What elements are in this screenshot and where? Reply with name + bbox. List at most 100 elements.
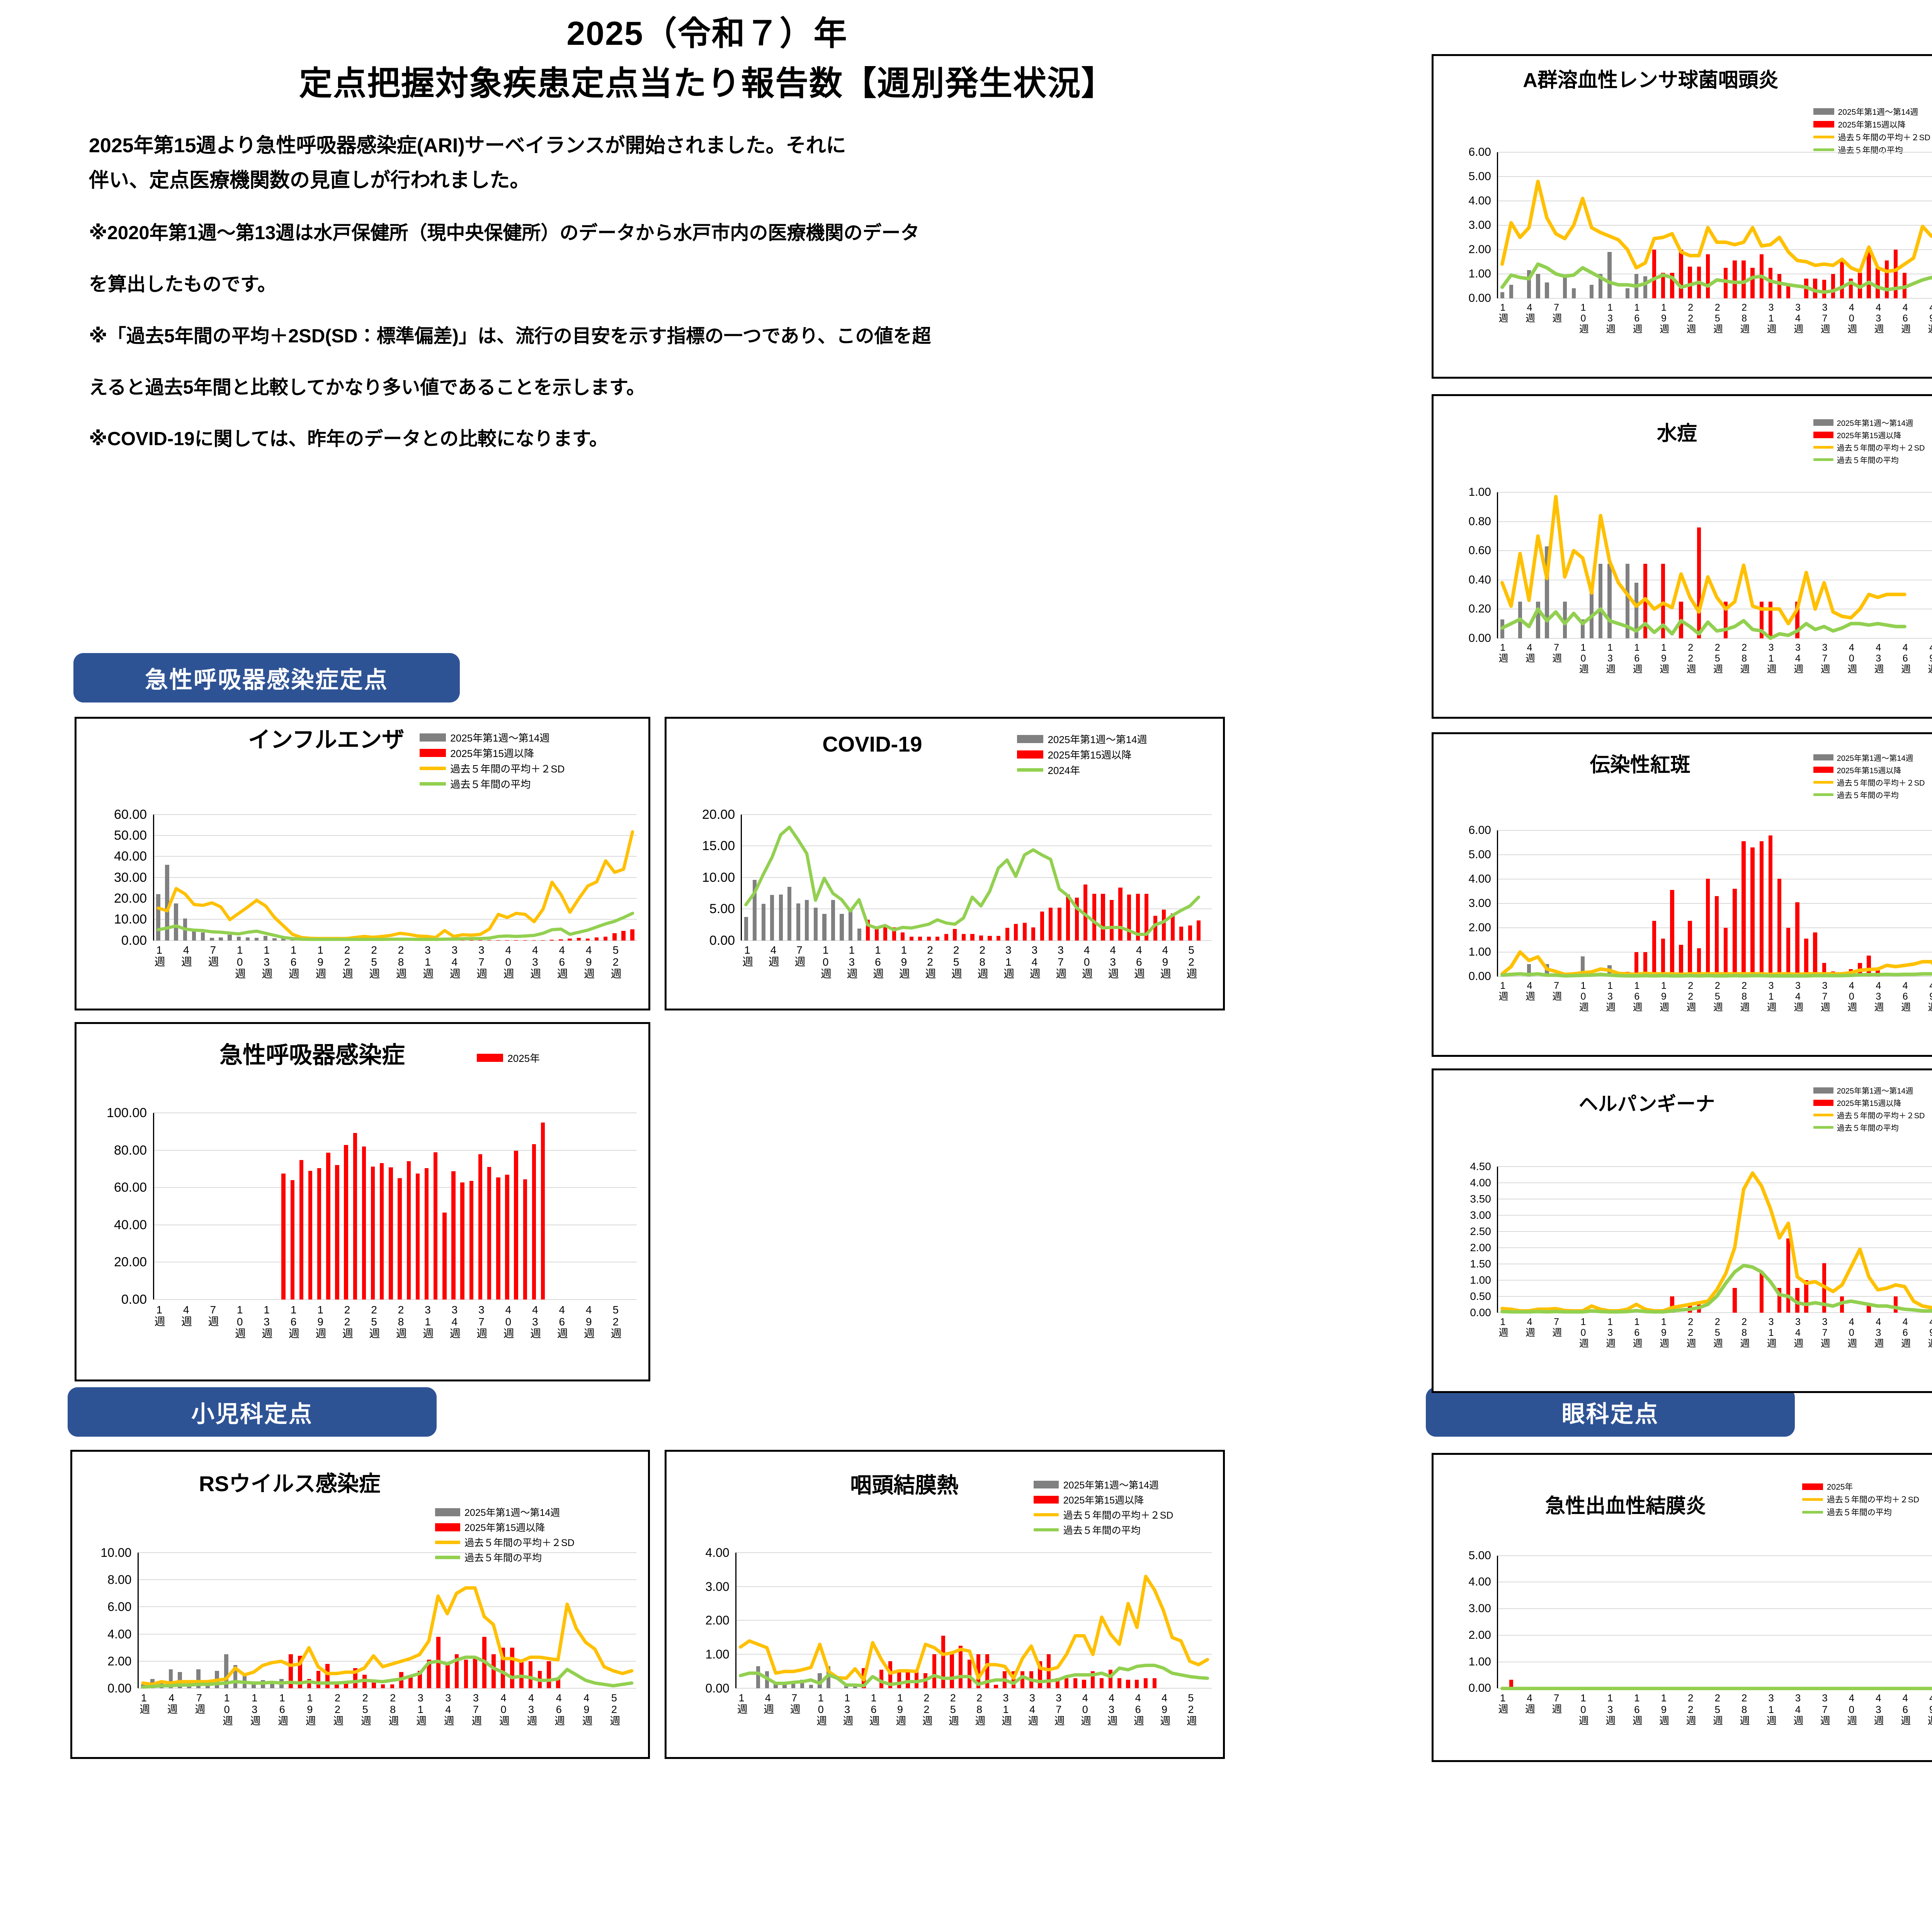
chart-card-pharyngoconjunctival-fever: 咽頭結膜熱 2025年第1週〜第14週 2025年第15週以降 過去５年間の平均＋２S…	[665, 1450, 1225, 1759]
x-slot	[486, 944, 495, 1006]
x-slot	[1704, 302, 1712, 374]
x-slot	[1624, 1692, 1632, 1758]
x-slot	[351, 1692, 360, 1755]
bar-slot	[1793, 830, 1802, 976]
x-axis-tick-label: 31週	[1765, 642, 1777, 674]
x-axis-tick-label: 22週	[332, 1692, 344, 1726]
chart-inner: ヘルパンギーナ 2025年第1週〜第14週 2025年第15週以降 過去５年間の平均＋…	[1434, 1070, 1932, 1391]
intro-line-2: 伴い、定点医療機関数の見直しが行われました。	[89, 169, 530, 192]
x-slot	[379, 1692, 387, 1755]
x-slot	[1178, 944, 1186, 1006]
line-series-layer	[1500, 1171, 1932, 1314]
chart-inner: COVID-19 2025年第1週〜第14週 2025年第15週以降 2024年 0.0…	[667, 719, 1223, 1009]
bar-red	[1064, 1678, 1068, 1689]
x-axis-tick-label: 52週	[1185, 944, 1197, 979]
bar-slot	[1185, 815, 1194, 941]
x-axis-tick-label: 28週	[1738, 1692, 1750, 1725]
bar-red	[909, 936, 913, 941]
bar-slot	[864, 815, 872, 941]
bar-red	[997, 936, 1001, 941]
gridline	[1498, 1635, 1932, 1636]
bar-slot	[286, 1553, 295, 1689]
x-slot	[1570, 642, 1578, 714]
y-axis-tick-label: 1.00	[1468, 486, 1491, 498]
line-green-5yr-average	[156, 911, 634, 941]
y-axis-tick-label: 0.00	[709, 933, 735, 948]
bar-slot	[942, 815, 951, 941]
bar-slot	[1142, 815, 1151, 941]
bar-gray	[1599, 564, 1603, 638]
bar-red	[1661, 564, 1665, 638]
x-axis-tick-label: 13週	[1604, 1692, 1616, 1725]
legend-item-label: 2025年	[507, 1053, 540, 1064]
bar-gray	[254, 938, 259, 941]
chart-title: 咽頭結膜熱	[850, 1473, 959, 1498]
x-slot	[245, 944, 253, 1006]
x-slot	[879, 1692, 887, 1755]
bar-slot	[440, 1113, 449, 1300]
x-axis-tick-label: 49週	[1927, 302, 1932, 333]
bar-slot	[194, 1553, 203, 1689]
bar-red	[380, 1163, 384, 1300]
x-slot	[296, 1692, 304, 1755]
x-axis-tick-label: 52週	[1185, 1692, 1197, 1726]
bar-red	[1047, 1654, 1051, 1689]
x-slot	[1892, 642, 1900, 714]
bar-slot	[1177, 815, 1186, 941]
bar-red	[316, 1670, 321, 1689]
bar-red	[976, 1654, 981, 1689]
bar-gray	[818, 1673, 822, 1689]
y-axis-tick-label: 20.00	[114, 1255, 147, 1270]
x-axis-tick-label: 34週	[1792, 302, 1803, 333]
bar-slot	[1668, 1167, 1677, 1313]
x-axis-tick-label: 1週	[736, 1692, 747, 1714]
bar-red	[1893, 1296, 1898, 1313]
bar-red	[1126, 1680, 1130, 1689]
x-slot	[1731, 980, 1739, 1053]
bar-slot	[1534, 152, 1543, 298]
gridline	[742, 877, 1212, 878]
bar-red	[1867, 956, 1871, 976]
bar-red	[1153, 916, 1157, 941]
bar-red	[1867, 249, 1871, 298]
bar-red	[298, 1655, 302, 1689]
x-slot	[602, 944, 610, 1006]
x-slot	[1838, 1317, 1847, 1389]
bar-slot	[1596, 492, 1605, 638]
x-slot	[387, 944, 395, 1006]
bar-slot	[1784, 152, 1793, 298]
x-slot: 43週	[1873, 1316, 1884, 1389]
line-series-layer	[1500, 1686, 1932, 1690]
x-slot	[1597, 642, 1605, 714]
x-axis-tick-label: 16週	[1631, 980, 1643, 1012]
bar-red	[1697, 948, 1701, 976]
x-axis-tick-label: 37週	[1819, 302, 1830, 333]
section-badge-pediatric-label: 小児科定点	[191, 1401, 313, 1427]
bar-gray	[156, 894, 160, 941]
x-slot	[1019, 1692, 1027, 1755]
legend-green-line-swatch	[1034, 1528, 1059, 1532]
legend-item: 過去５年間の平均＋２SD	[1802, 1493, 1919, 1505]
legend-green-line-swatch	[1813, 1126, 1833, 1129]
x-axis-tick-label: 7週	[1551, 1316, 1562, 1337]
y-axis-tick-label: 20.00	[114, 891, 147, 906]
bar-slot	[1882, 152, 1891, 298]
x-axis-tick-label: 49週	[1927, 1316, 1932, 1348]
x-axis-tick-label: 7週	[1551, 642, 1562, 663]
x-slot	[213, 1692, 221, 1755]
x-slot	[1196, 944, 1204, 1006]
gridline	[1498, 521, 1932, 522]
legend-red-bar-swatch	[1034, 1495, 1059, 1504]
section-badge-ari-label: 急性呼吸器感染症定点	[145, 667, 388, 693]
bar-series	[1498, 1556, 1932, 1689]
x-axis-tick-label: 43週	[1873, 1316, 1884, 1348]
bar-slot	[1891, 152, 1900, 298]
line-series-layer	[156, 830, 634, 941]
x-axis-tick-label: 16週	[1631, 1692, 1643, 1725]
legend-red-bar-swatch	[1813, 432, 1833, 438]
gridline	[153, 877, 637, 878]
x-slot	[1543, 980, 1551, 1053]
bar-slot	[846, 815, 855, 941]
legend-green-line-swatch	[1813, 793, 1833, 796]
y-axis-tick-label: 3.00	[1470, 1209, 1491, 1221]
